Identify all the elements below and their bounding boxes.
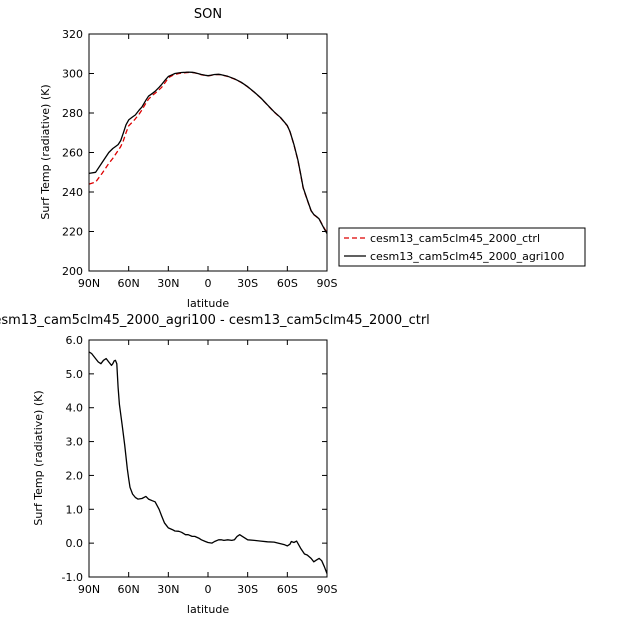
legend: cesm13_cam5clm45_2000_ctrl cesm13_cam5cl… [338, 227, 586, 267]
y-tick-label: 200 [62, 265, 83, 278]
y-tick-label: 220 [62, 226, 83, 239]
series-line-ctrl [88, 71, 328, 233]
x-tick-label: 0 [205, 277, 212, 290]
y-tick-label: 2.0 [66, 469, 84, 482]
y-tick-label: 320 [62, 28, 83, 41]
bottom-panel: cesm13_cam5clm45_2000_agri100 - cesm13_c… [0, 313, 430, 616]
x-tick-label: 30S [237, 277, 258, 290]
y-tick-label: 0.0 [66, 537, 84, 550]
y-tick-label: 280 [62, 107, 83, 120]
x-tick-label: 0 [205, 583, 212, 596]
x-tick-label: 90N [78, 277, 100, 290]
top-chart-title: SON [194, 7, 222, 22]
top-axis-ticks: 90N 60N 30N 0 30S 60S 90S 200 220 240 260 280 300 320 [62, 28, 338, 290]
series-line-agri100 [88, 71, 328, 234]
bottom-y-axis-label: Surf Temp (radiative) (K) [32, 390, 45, 525]
top-y-axis-label: Surf Temp (radiative) (K) [39, 84, 52, 219]
x-tick-label: 60N [118, 277, 140, 290]
y-tick-label: 6.0 [66, 334, 84, 347]
top-x-axis-label: latitude [187, 297, 229, 310]
y-tick-label: 1.0 [66, 503, 84, 516]
bottom-chart-title: cesm13_cam5clm45_2000_agri100 - cesm13_c… [0, 313, 430, 328]
y-tick-label: 5.0 [66, 368, 84, 381]
x-tick-label: 60S [277, 277, 298, 290]
x-tick-label: 60N [118, 583, 140, 596]
top-series-lines [88, 71, 328, 234]
top-plot-frame [88, 33, 328, 272]
legend-label-ctrl: cesm13_cam5clm45_2000_ctrl [370, 232, 540, 245]
bottom-plot-frame [88, 339, 328, 578]
legend-box [338, 227, 586, 267]
y-tick-label: -1.0 [62, 571, 83, 584]
x-tick-label: 30S [237, 583, 258, 596]
legend-label-agri100: cesm13_cam5clm45_2000_agri100 [370, 250, 564, 263]
x-tick-label: 30N [157, 583, 179, 596]
y-tick-label: 300 [62, 68, 83, 81]
y-tick-label: 240 [62, 186, 83, 199]
x-tick-label: 60S [277, 583, 298, 596]
x-tick-label: 30N [157, 277, 179, 290]
bottom-x-axis-label: latitude [187, 603, 229, 616]
y-tick-label: 260 [62, 147, 83, 160]
top-panel: SON Surf Temp (radiative) (K) latitude 9… [39, 7, 338, 310]
bottom-axis-ticks: 90N 60N 30N 0 30S 60S 90S -1.0 0.0 1.0 2.0 3.0 4.0 5.… [62, 334, 338, 596]
x-tick-label: 90N [78, 583, 100, 596]
series-line-difference [88, 351, 328, 574]
x-tick-label: 90S [317, 583, 338, 596]
bottom-series-lines [88, 351, 328, 574]
x-tick-label: 90S [317, 277, 338, 290]
y-tick-label: 3.0 [66, 436, 84, 449]
y-tick-label: 4.0 [66, 402, 84, 415]
